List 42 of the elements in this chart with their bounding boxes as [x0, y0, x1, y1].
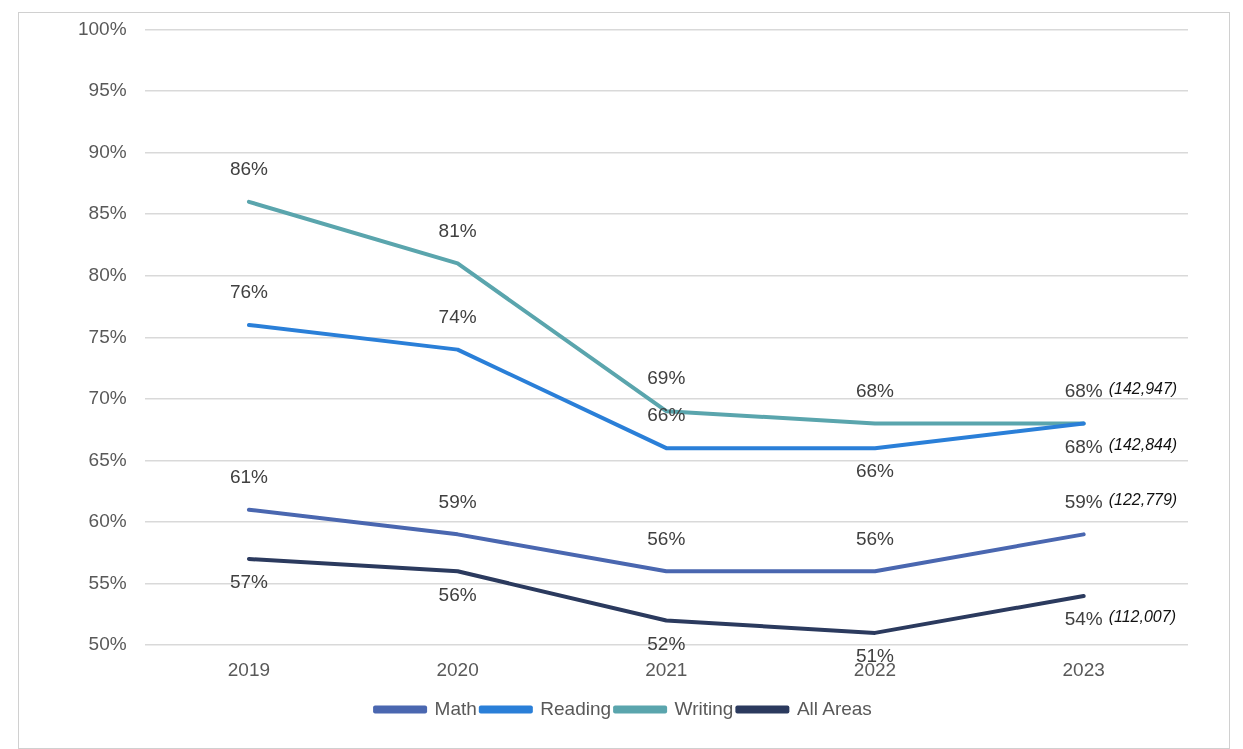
legend-label: Reading — [540, 697, 612, 719]
data-label: 57% — [229, 571, 269, 593]
data-label: 81% — [438, 219, 477, 241]
data-label: 52% — [647, 632, 686, 654]
legend-label: All Areas — [796, 697, 872, 719]
annotation: (142,947) — [1108, 379, 1178, 397]
annotation: (112,007) — [1108, 608, 1176, 626]
x-tick-label: 2020 — [436, 658, 479, 680]
y-tick-label: 80% — [88, 263, 127, 285]
annotation: (122,779) — [1108, 490, 1178, 508]
y-tick-label: 85% — [88, 202, 127, 224]
data-label: 69% — [647, 367, 686, 389]
legend-label: Writing — [674, 697, 734, 719]
data-label: 59% — [1064, 490, 1103, 512]
y-tick-label: 50% — [88, 633, 127, 655]
data-label: 61% — [229, 465, 269, 487]
x-tick-label: 2019 — [227, 658, 271, 680]
y-tick-label: 65% — [88, 448, 127, 470]
data-label: 76% — [229, 281, 269, 303]
y-tick-label: 90% — [88, 140, 127, 162]
y-tick-label: 75% — [88, 325, 127, 347]
x-tick-label: 2021 — [645, 658, 688, 680]
x-tick-label: 2023 — [1062, 658, 1105, 680]
data-label: 56% — [647, 527, 686, 549]
data-label: 56% — [438, 583, 477, 605]
y-tick-label: 60% — [88, 510, 127, 532]
legend-label: Math — [434, 697, 477, 719]
y-tick-label: 70% — [88, 387, 127, 409]
y-tick-label: 95% — [88, 79, 127, 101]
data-label: 66% — [647, 404, 686, 426]
data-label: 54% — [1064, 608, 1103, 630]
annotation: (142,844) — [1108, 435, 1178, 453]
y-tick-label: 100% — [77, 17, 127, 39]
data-label: 74% — [438, 305, 477, 327]
y-tick-label: 55% — [88, 571, 127, 593]
data-label: 56% — [855, 527, 895, 549]
data-label: 68% — [1064, 379, 1103, 401]
data-label: 68% — [855, 379, 895, 401]
data-label: 59% — [438, 490, 477, 512]
data-label: 86% — [229, 158, 269, 180]
data-label: 66% — [855, 460, 895, 482]
data-label: 68% — [1064, 435, 1103, 457]
